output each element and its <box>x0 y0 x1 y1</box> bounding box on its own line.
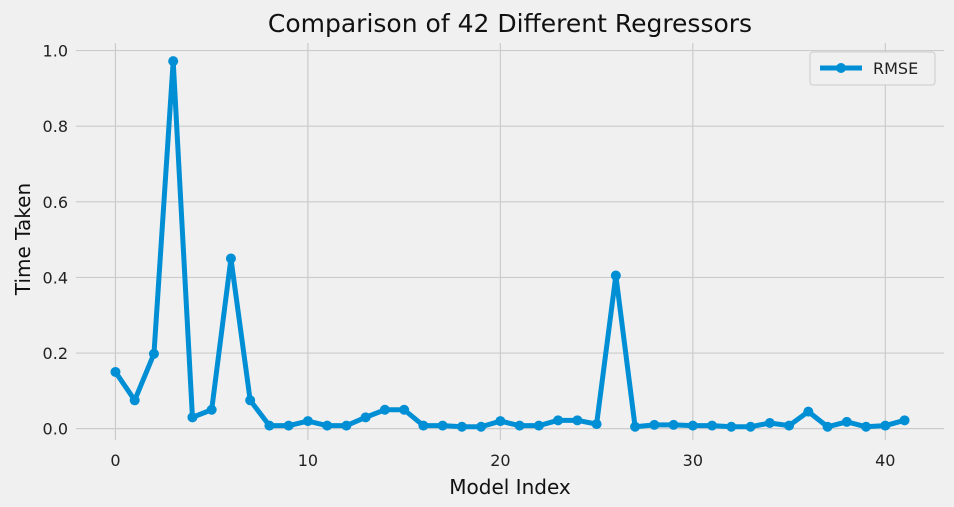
data-point <box>533 420 544 431</box>
data-point <box>572 415 583 426</box>
chart-title: Comparison of 42 Different Regressors <box>268 9 752 38</box>
data-point <box>899 415 910 426</box>
x-tick-label: 10 <box>298 451 318 470</box>
series-rmse <box>110 56 910 432</box>
legend-marker-swatch <box>836 63 846 73</box>
y-tick-label: 0.6 <box>43 193 68 212</box>
y-tick-label: 0.4 <box>43 268 68 287</box>
data-point <box>649 419 660 430</box>
data-point <box>283 420 294 431</box>
x-axis-label: Model Index <box>449 475 571 499</box>
legend: RMSE <box>809 51 936 86</box>
data-point <box>495 416 506 427</box>
legend-box <box>809 51 936 86</box>
data-point <box>302 416 313 427</box>
data-point <box>841 416 852 427</box>
y-tick-label: 0.2 <box>43 344 68 363</box>
data-point <box>129 395 140 406</box>
data-point <box>880 420 891 431</box>
y-tick-label: 0.0 <box>43 420 68 439</box>
data-point <box>726 421 737 432</box>
y-tick-label: 0.8 <box>43 117 68 136</box>
tick-labels: 0 10 20 30 40 0.0 0.2 0.4 0.6 0.8 1.0 <box>43 42 896 470</box>
data-point <box>341 420 352 431</box>
data-point <box>764 417 775 428</box>
x-tick-label: 20 <box>490 451 510 470</box>
y-axis-label: Time Taken <box>11 183 35 296</box>
data-point <box>206 404 217 415</box>
data-point <box>476 421 487 432</box>
data-point <box>322 420 333 431</box>
data-point <box>745 421 756 432</box>
data-point <box>803 406 814 417</box>
data-point <box>225 253 236 264</box>
grid <box>76 43 944 440</box>
data-point <box>437 420 448 431</box>
data-point <box>707 420 718 431</box>
data-point <box>668 419 679 430</box>
data-point <box>187 412 198 423</box>
data-point <box>687 420 698 431</box>
data-point <box>591 419 602 430</box>
x-tick-label: 0 <box>110 451 120 470</box>
x-tick-label: 40 <box>875 451 895 470</box>
data-point <box>822 421 833 432</box>
data-point <box>399 404 410 415</box>
y-tick-label: 1.0 <box>43 42 68 61</box>
data-point <box>861 421 872 432</box>
data-point <box>110 366 121 377</box>
data-point <box>630 421 641 432</box>
data-point <box>148 348 159 359</box>
x-tick-label: 30 <box>683 451 703 470</box>
data-point <box>168 56 179 67</box>
legend-label-rmse: RMSE <box>873 59 918 78</box>
data-point <box>379 404 390 415</box>
data-point <box>360 412 371 423</box>
data-point <box>456 421 467 432</box>
data-point <box>514 420 525 431</box>
data-point <box>553 415 564 426</box>
data-point <box>264 420 275 431</box>
data-point <box>784 420 795 431</box>
data-point <box>418 420 429 431</box>
data-point <box>610 270 621 281</box>
data-point <box>245 395 256 406</box>
